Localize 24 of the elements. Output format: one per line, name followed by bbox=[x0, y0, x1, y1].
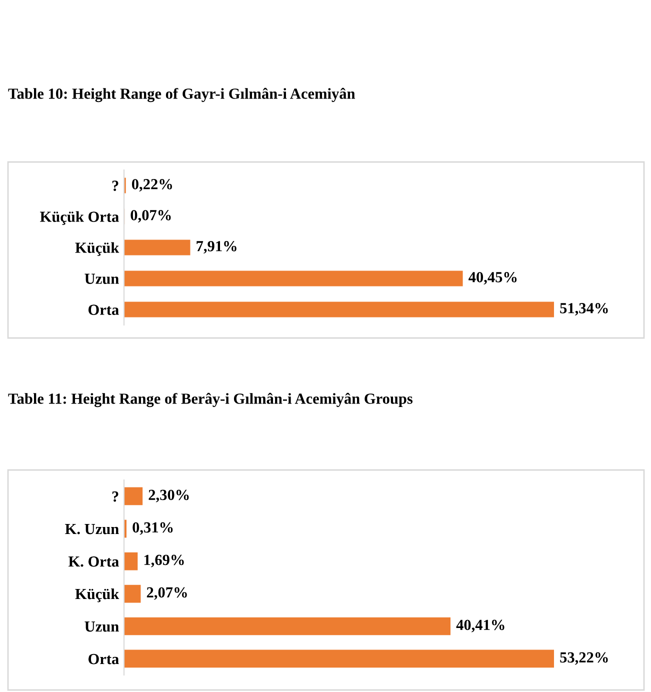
data-label: 51,34% bbox=[560, 303, 608, 316]
data-label: 2,30% bbox=[148, 490, 189, 502]
y-tick-label: Küçük bbox=[75, 588, 120, 602]
data-label: 1,69% bbox=[144, 554, 184, 568]
data-label: 2,07% bbox=[146, 587, 187, 600]
y-tick-label: Küçük bbox=[75, 242, 120, 256]
y-tick-label: Orta bbox=[88, 654, 119, 664]
y-tick-label: Orta bbox=[88, 304, 119, 315]
y-tick-label: Uzun bbox=[84, 622, 119, 632]
data-label: 7,91% bbox=[196, 241, 236, 254]
y-tick-label: K. Uzun bbox=[65, 524, 119, 534]
data-label: 40,45% bbox=[468, 272, 517, 285]
chart-title: Table 11: Height Range of Berây-i Gılmân-i Acemiyân Groups bbox=[8, 392, 413, 408]
y-tick-label: K. Orta bbox=[68, 556, 119, 567]
data-label: 0,07% bbox=[130, 210, 171, 223]
y-tick-label: Uzun bbox=[84, 274, 119, 284]
chart-title: Table 10: Height Range of Gayr-i Gılmân-i Acemiyân bbox=[8, 88, 356, 102]
data-label: 53,22% bbox=[560, 652, 608, 665]
data-label: 0,22% bbox=[132, 179, 172, 192]
y-tick-label: ? bbox=[112, 180, 118, 192]
y-tick-label: Küçük Orta bbox=[40, 211, 119, 225]
data-label: 0,31% bbox=[132, 522, 173, 535]
y-tick-label: ? bbox=[112, 491, 118, 502]
data-label: 40,41% bbox=[456, 620, 504, 632]
